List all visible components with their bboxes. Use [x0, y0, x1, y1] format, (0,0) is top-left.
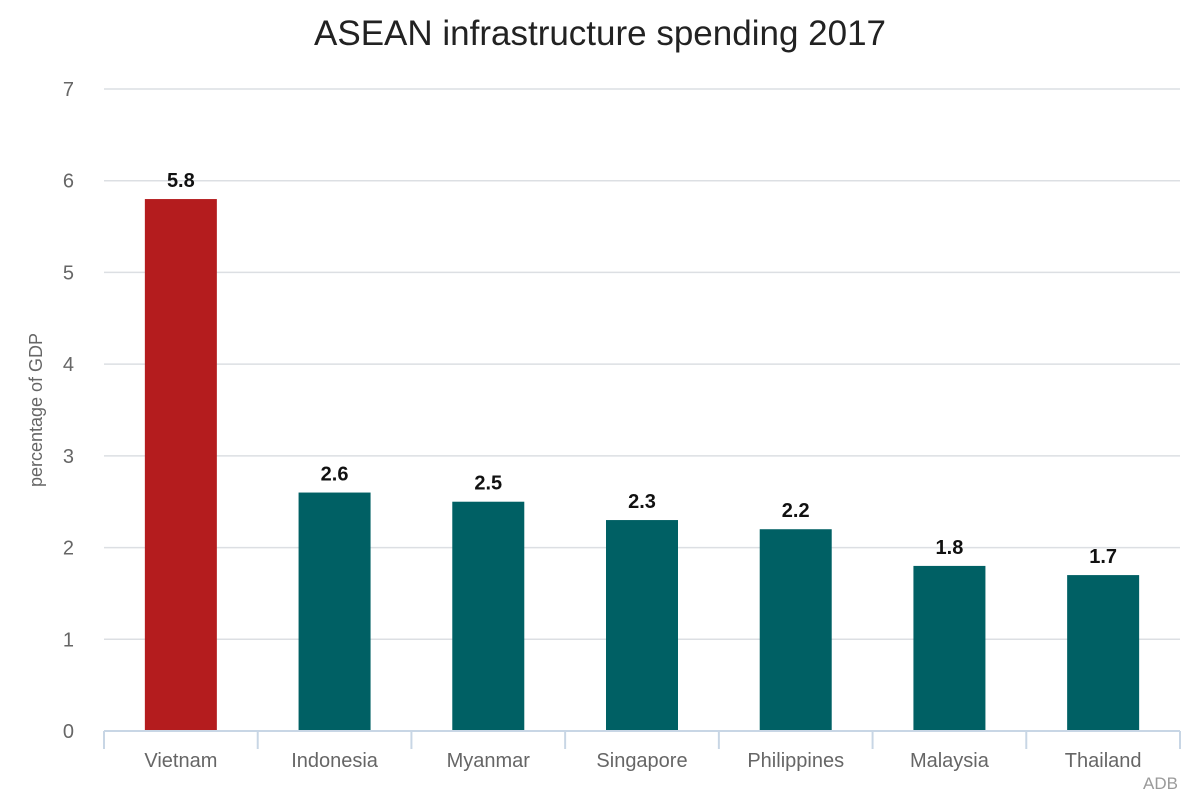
bar-vietnam	[144, 199, 217, 732]
y-axis-title: percentage of GDP	[26, 333, 46, 487]
bar-malaysia	[913, 565, 986, 731]
data-label-myanmar: 2.5	[474, 473, 502, 495]
bar-philippines	[759, 529, 832, 731]
y-tick-label: 3	[63, 446, 74, 468]
x-tick-label-malaysia: Malaysia	[910, 750, 990, 772]
source-note: ADB	[1143, 774, 1178, 793]
data-label-indonesia: 2.6	[321, 464, 349, 486]
x-tick-label-thailand: Thailand	[1065, 750, 1142, 772]
y-tick-label: 2	[63, 538, 74, 560]
data-label-malaysia: 1.8	[936, 537, 964, 559]
y-tick-label: 5	[63, 262, 74, 284]
bars	[144, 199, 1140, 732]
data-labels: 5.8 2.6 2.5 2.3 2.2 1.8 1.7	[167, 170, 1117, 568]
bar-myanmar	[452, 501, 525, 731]
data-label-thailand: 1.7	[1089, 546, 1117, 568]
bar-thailand	[1067, 575, 1140, 731]
y-tick-label: 7	[63, 79, 74, 101]
x-axis: Vietnam Indonesia Myanmar Singapore Philippi…	[103, 730, 1181, 772]
bar-indonesia	[298, 492, 371, 731]
y-tick-label: 4	[63, 354, 74, 376]
y-tick-label: 6	[63, 171, 74, 193]
x-tick-label-singapore: Singapore	[596, 750, 687, 772]
y-tick-label: 0	[63, 721, 74, 743]
x-tick-label-vietnam: Vietnam	[144, 750, 217, 772]
data-label-vietnam: 5.8	[167, 170, 195, 192]
x-tick-label-myanmar: Myanmar	[447, 750, 531, 772]
y-tick-label: 1	[63, 629, 74, 651]
x-tick-label-indonesia: Indonesia	[291, 750, 379, 772]
data-label-philippines: 2.2	[782, 500, 810, 522]
x-tick-label-philippines: Philippines	[747, 750, 844, 772]
data-label-singapore: 2.3	[628, 491, 656, 513]
bar-singapore	[606, 520, 678, 731]
y-axis-ticks: 0 1 2 3 4 5 6 7	[63, 79, 74, 743]
chart-title: ASEAN infrastructure spending 2017	[314, 14, 886, 53]
